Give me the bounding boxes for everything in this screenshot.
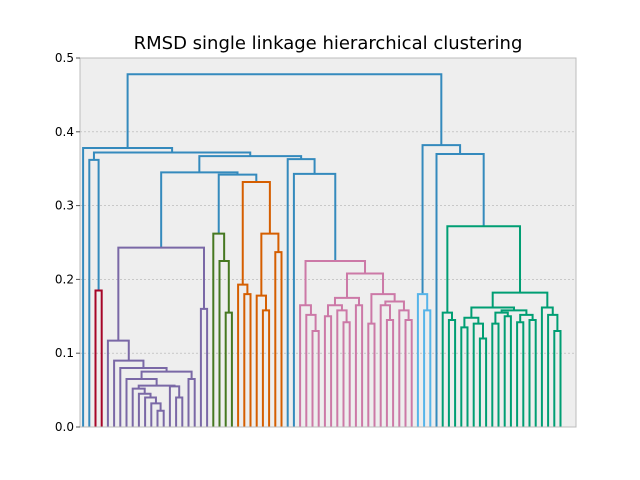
dendrogram-link (540, 306, 554, 427)
dendrogram-link (470, 306, 515, 318)
dendrogram-link (421, 144, 462, 295)
dendrogram-link (175, 396, 184, 427)
dendrogram-link (168, 385, 181, 427)
dendrogram-link (379, 304, 391, 427)
dendrogram-link (274, 251, 283, 427)
dendrogram-link (354, 304, 364, 427)
dendrogram-link (423, 309, 432, 427)
plot-frame (79, 57, 577, 428)
dendrogram-link (117, 246, 205, 341)
dendrogram-link (519, 313, 534, 323)
dendrogram-link (446, 225, 522, 313)
dendrogram-link (472, 322, 484, 427)
dendrogram-link (126, 73, 443, 149)
dendrogram-link (327, 304, 343, 317)
dendrogram-link (187, 378, 196, 427)
dendrogram-link (243, 293, 252, 427)
dendrogram-link (212, 232, 226, 427)
dendrogram-link (131, 387, 146, 427)
dendrogram-link (491, 291, 549, 308)
y-tick-label: 0.3 (55, 199, 74, 213)
dendrogram-link (299, 304, 312, 427)
dendrogram-link (336, 309, 348, 427)
dendrogram-link (304, 259, 367, 306)
dendrogram-link (553, 330, 562, 427)
dendrogram-link (478, 337, 488, 427)
dendrogram-link (342, 321, 351, 427)
dendrogram-link (260, 232, 280, 296)
dendrogram-link (137, 392, 152, 427)
plot-area (80, 58, 576, 427)
dendrogram-link (435, 152, 485, 427)
dendrogram-link (88, 158, 100, 427)
dendrogram-link (345, 272, 385, 298)
dendrogram-link (82, 147, 174, 427)
dendrogram-link (94, 289, 103, 427)
dendrogram-link (333, 296, 360, 306)
dendrogram-link (106, 339, 130, 427)
dendrogram-link (494, 311, 509, 324)
y-axis: 0.0 0.1 0.2 0.3 0.4 0.5 (55, 51, 80, 434)
dendrogram-link (547, 313, 559, 427)
dendrogram-link (224, 311, 233, 427)
dendrogram-link (416, 293, 429, 427)
dendrogram-link (441, 311, 453, 427)
dendrogram-link (516, 321, 525, 427)
dendrogram-link (491, 322, 500, 427)
dendrogram-link (199, 307, 209, 427)
dendrogram-link (305, 313, 317, 427)
dendrogram-link (92, 151, 252, 160)
dendrogram-link (261, 309, 271, 427)
chart-title: RMSD single linkage hierarchical cluster… (134, 33, 523, 54)
dendrogram-link (528, 318, 537, 427)
dendrogram-link (144, 396, 157, 427)
dendrogram-link (125, 378, 158, 427)
dendrogram-link (367, 322, 376, 427)
dendrogram-link (384, 300, 405, 311)
dendrogram-link (241, 180, 271, 285)
dendrogram-link (292, 172, 337, 427)
y-tick-label: 0.1 (55, 346, 74, 360)
dendrogram-link (503, 315, 512, 427)
dendrogram-link (255, 294, 267, 427)
dendrogram-link (447, 318, 457, 427)
dendrogram-link (404, 318, 413, 427)
y-tick-label: 0.2 (55, 272, 74, 286)
dendrogram-link (460, 326, 469, 427)
dendrogram-link (198, 155, 303, 173)
dendrogram-link (385, 318, 395, 427)
y-tick-label: 0.0 (55, 420, 74, 434)
dendrogram-link (160, 171, 239, 248)
grid-lines (80, 131, 576, 354)
dendrogram-link (140, 370, 193, 380)
dendrogram-link (323, 315, 333, 427)
dendrogram-link (156, 409, 165, 427)
y-tick-label: 0.4 (55, 125, 74, 139)
dendrogram-link (286, 158, 316, 427)
dendrogram-link (218, 259, 230, 427)
dendrogram-link (237, 283, 249, 427)
dendrogram-link (217, 173, 258, 234)
dendrogram-link (119, 366, 168, 427)
dendrogram-links (82, 73, 562, 427)
dendrogram-link (370, 293, 396, 324)
dendrogram-link (500, 309, 528, 315)
dendrogram-link (311, 330, 320, 427)
dendrogram-link (150, 402, 162, 427)
dendrogram-link (113, 359, 145, 427)
dendrogram-link (463, 316, 480, 328)
y-tick-label: 0.5 (55, 51, 74, 65)
dendrogram-link (398, 309, 410, 427)
